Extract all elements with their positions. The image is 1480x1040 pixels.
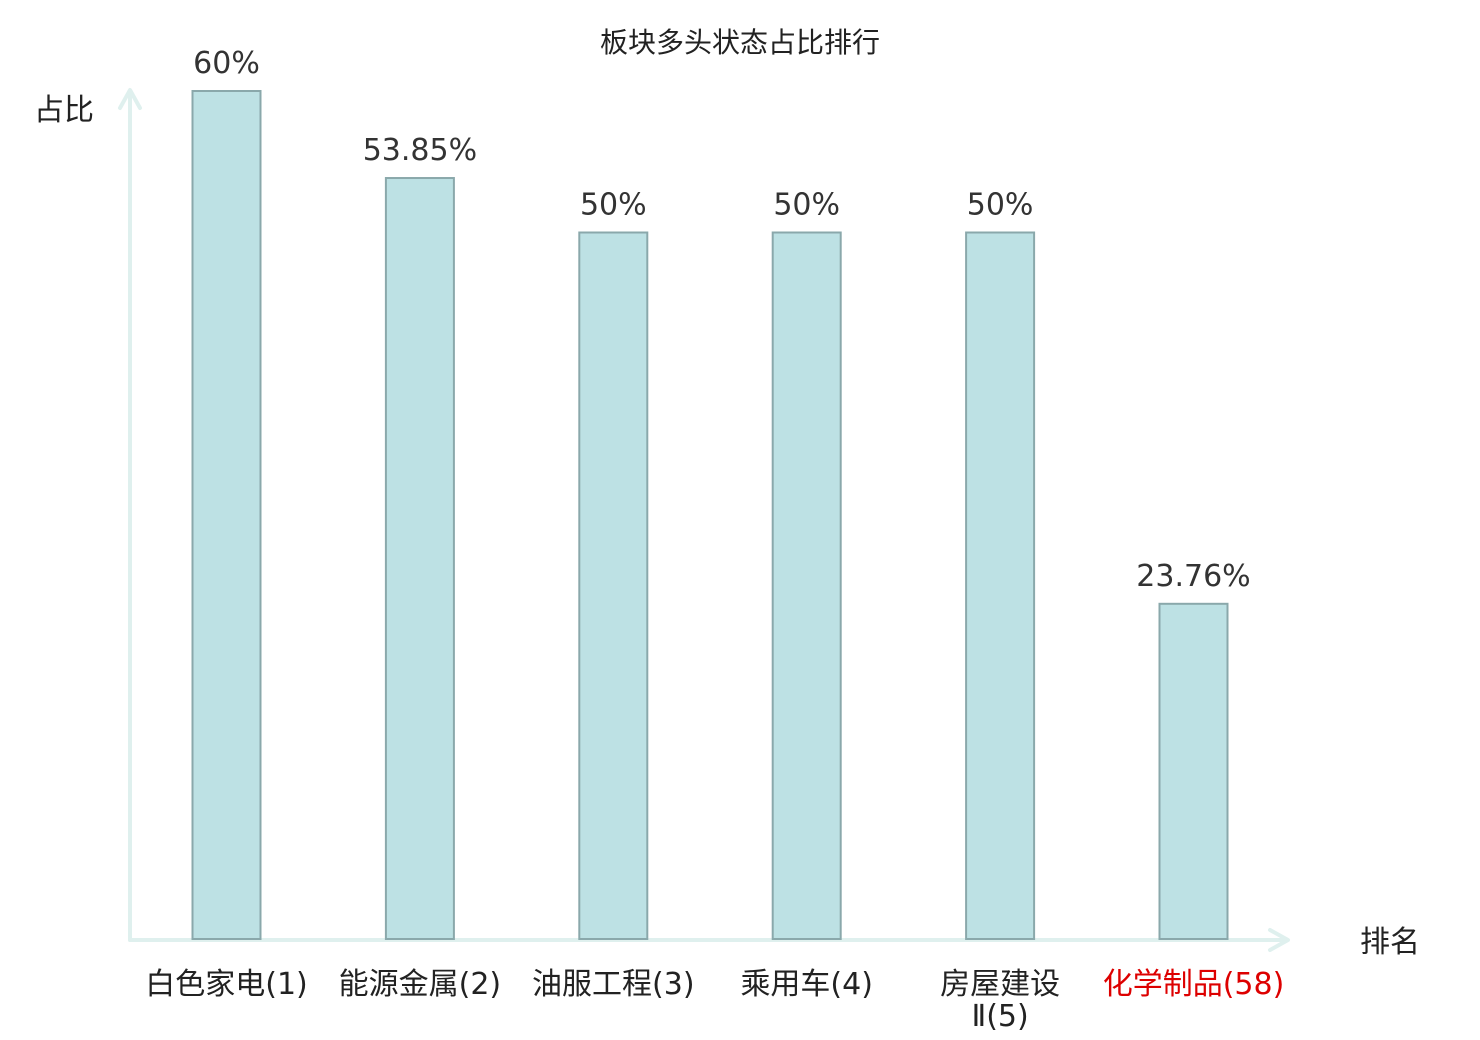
category-label-1-line-1: 白色家电(1)	[145, 967, 308, 1002]
bar-5	[965, 231, 1036, 940]
chart-title: 板块多头状态占比排行	[600, 26, 880, 59]
y-axis-arrow	[118, 88, 142, 110]
bar-series	[191, 90, 1229, 941]
category-label-6: 化学制品(58)	[1103, 967, 1285, 1002]
category-labels: 白色家电(1) 能源金属(2) 油服工程(3) 乘用车(4) 房屋建设 Ⅱ(5) 化学制品(…	[145, 967, 1284, 1034]
category-label-6-line-1: 化学制品(58)	[1103, 967, 1285, 1002]
x-axis-label: 排名	[1360, 925, 1420, 960]
category-label-5-line-2: Ⅱ(5)	[971, 999, 1028, 1034]
category-label-3: 油服工程(3)	[532, 967, 695, 1002]
category-label-4-line-1: 乘用车(4)	[740, 967, 873, 1002]
bar-2	[384, 177, 455, 940]
category-label-3-line-1: 油服工程(3)	[532, 967, 695, 1002]
axes	[118, 88, 1290, 952]
data-label-6: 23.76%	[1136, 559, 1250, 594]
bar-6	[1158, 602, 1229, 941]
x-axis-arrow	[1268, 928, 1290, 952]
category-label-1: 白色家电(1)	[145, 967, 308, 1002]
data-label-2: 53.85%	[363, 133, 477, 168]
category-label-5: 房屋建设 Ⅱ(5)	[940, 967, 1060, 1034]
bar-3	[578, 231, 649, 940]
category-label-2: 能源金属(2)	[339, 967, 502, 1002]
data-label-1: 60%	[193, 46, 260, 81]
y-axis-label: 占比	[34, 93, 94, 128]
bar-1	[191, 90, 262, 940]
data-label-5: 50%	[967, 188, 1034, 223]
category-label-4: 乘用车(4)	[740, 967, 873, 1002]
data-label-3: 50%	[580, 188, 647, 223]
data-label-4: 50%	[773, 188, 840, 223]
data-labels: 60% 53.85% 50% 50% 50% 23.76%	[193, 46, 1251, 594]
category-label-5-line-1: 房屋建设	[940, 967, 1060, 1002]
bar-4	[771, 231, 842, 940]
category-label-2-line-1: 能源金属(2)	[339, 967, 502, 1002]
